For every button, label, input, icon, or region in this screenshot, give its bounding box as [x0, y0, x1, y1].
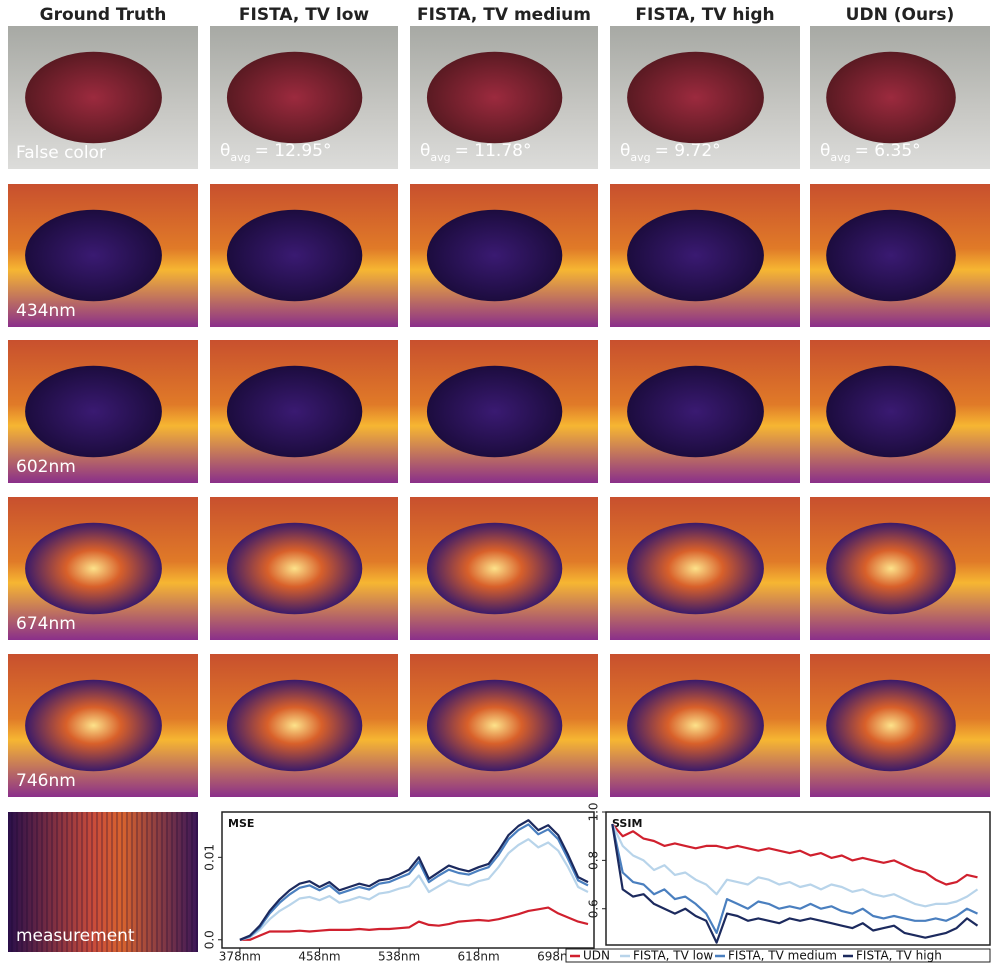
image-object: [227, 366, 362, 458]
image-object: [627, 52, 764, 144]
image-object: [427, 366, 562, 458]
angle-value: = 9.72°: [655, 141, 721, 161]
legend-label: FISTA, TV medium: [728, 949, 837, 963]
image-object: [25, 52, 162, 144]
row-label: 602nm: [16, 457, 76, 477]
image-object: [826, 210, 956, 302]
y-tick-label: 1.0: [587, 802, 601, 821]
image-panel: [210, 340, 398, 483]
image-object: [25, 366, 162, 458]
image-panel: [810, 497, 990, 640]
image-object: [627, 366, 764, 458]
image-panel: [410, 497, 598, 640]
legend-label: FISTA, TV low: [633, 949, 713, 963]
figure: Ground Truth FISTA, TV low FISTA, TV mediu…: [0, 0, 998, 963]
image-object: [25, 680, 162, 772]
image-object: [25, 210, 162, 302]
legend-label: UDN: [583, 949, 610, 963]
legend-label: FISTA, TV high: [856, 949, 942, 963]
row-label: False color: [16, 143, 106, 163]
image-object: [826, 523, 956, 615]
column-header: UDN (Ours): [846, 5, 955, 25]
measurement-label: measurement: [16, 926, 135, 946]
y-tick-label: 0.01: [203, 844, 217, 871]
angle-symbol: θ: [620, 141, 630, 161]
image-panel: [610, 184, 800, 327]
image-object: [227, 210, 362, 302]
x-tick-label: 458nm: [298, 950, 340, 963]
angle-subscript: avg: [830, 151, 850, 164]
image-object: [427, 523, 562, 615]
angle-value: = 11.78°: [455, 141, 532, 161]
column-header: FISTA, TV low: [239, 5, 369, 25]
row-label: 434nm: [16, 301, 76, 321]
image-object: [25, 523, 162, 615]
y-tick-label: 0.6: [587, 899, 601, 918]
image-object: [627, 523, 764, 615]
image-object: [227, 523, 362, 615]
image-panel: [810, 654, 990, 797]
column-header: FISTA, TV medium: [417, 5, 591, 25]
image-object: [427, 52, 562, 144]
image-panel: [410, 340, 598, 483]
image-object: [826, 52, 956, 144]
image-object: [227, 680, 362, 772]
column-header: FISTA, TV high: [635, 5, 774, 25]
angle-symbol: θ: [420, 141, 430, 161]
y-tick-label: 0.0: [203, 930, 217, 949]
angle-subscript: avg: [630, 151, 650, 164]
image-panel: [210, 497, 398, 640]
image-object: [227, 52, 362, 144]
image-object: [627, 210, 764, 302]
x-tick-label: 378nm: [219, 950, 261, 963]
angle-symbol: θ: [220, 141, 230, 161]
page: {"columns": ["Ground Truth", "FISTA, TV …: [0, 0, 998, 963]
image-object: [427, 680, 562, 772]
image-object: [427, 210, 562, 302]
column-header: Ground Truth: [40, 5, 167, 25]
row-label: 674nm: [16, 614, 76, 634]
image-panel: [410, 184, 598, 327]
image-panel: [810, 340, 990, 483]
image-panel: [610, 654, 800, 797]
image-panel: [610, 340, 800, 483]
image-object: [826, 366, 956, 458]
row-label: 746nm: [16, 771, 76, 791]
y-tick-label: 0.8: [587, 851, 601, 870]
x-tick-label: 538nm: [378, 950, 420, 963]
image-panel: [810, 184, 990, 327]
x-tick-label: 618nm: [458, 950, 500, 963]
image-panel: [610, 497, 800, 640]
image-panel: [210, 184, 398, 327]
angle-value: = 6.35°: [855, 141, 921, 161]
angle-subscript: avg: [230, 151, 250, 164]
chart-title: MSE: [228, 817, 254, 830]
image-object: [627, 680, 764, 772]
angle-subscript: avg: [430, 151, 450, 164]
angle-symbol: θ: [820, 141, 830, 161]
angle-value: = 12.95°: [255, 141, 332, 161]
image-panel: [210, 654, 398, 797]
image-panel: [410, 654, 598, 797]
image-object: [826, 680, 956, 772]
